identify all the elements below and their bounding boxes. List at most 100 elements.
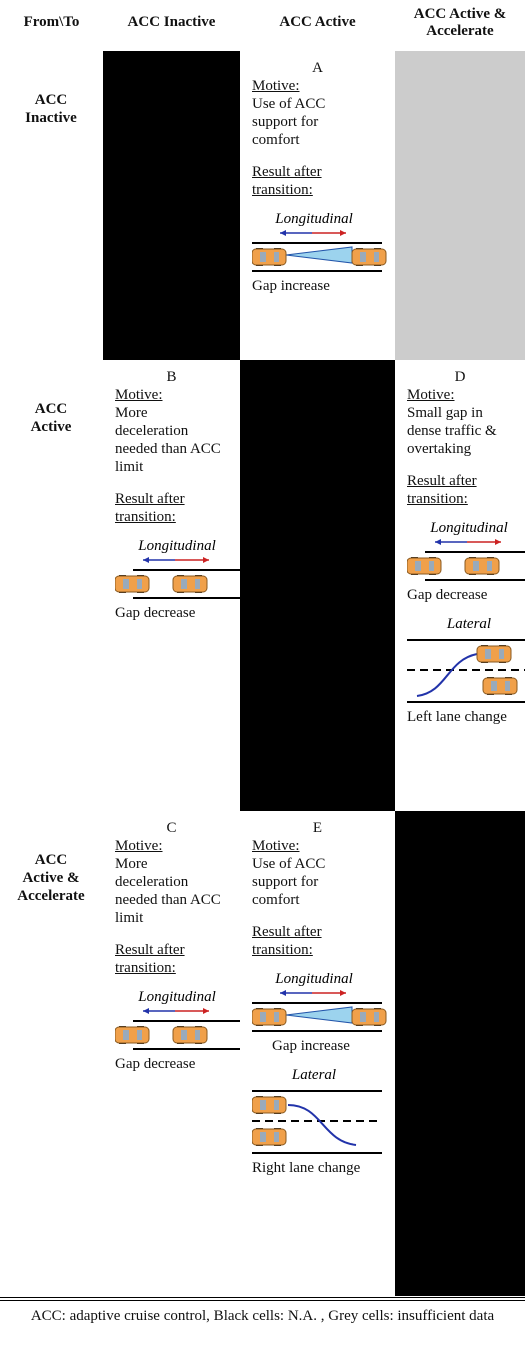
black-cell	[103, 51, 240, 360]
car	[252, 1128, 287, 1146]
car-window	[429, 561, 434, 571]
car-body	[252, 1008, 287, 1026]
diagram-caption: Gap increase	[252, 278, 330, 294]
car-window	[181, 1030, 187, 1040]
car	[172, 575, 208, 593]
trajectory	[287, 1104, 357, 1146]
column-header: ACC Inactive	[127, 14, 216, 30]
car-body	[115, 575, 150, 593]
result-label: Result after transition:	[252, 924, 322, 958]
car-window	[491, 681, 497, 691]
longitudinal-diagram: Longitudinal	[252, 211, 387, 272]
arrow-head	[435, 539, 441, 545]
arrow-head	[495, 539, 501, 545]
arrow-head	[280, 230, 286, 236]
diagram-caption: Gap increase	[272, 1038, 350, 1054]
black-cell	[395, 811, 525, 1296]
row-label: ACC Inactive	[25, 92, 77, 126]
transition-cell: A Motive: Use of ACC support for comfort Re…	[240, 51, 395, 360]
car-window	[137, 579, 142, 589]
longitudinal-diagram: Longitudinal	[115, 538, 240, 599]
car-window	[274, 1100, 279, 1110]
motive-label: Motive:	[115, 387, 163, 403]
diagram-title: Longitudinal	[274, 211, 353, 227]
car-window	[274, 1012, 279, 1022]
diagram-title: Longitudinal	[429, 520, 508, 536]
column-header: ACC Active & Accelerate	[413, 6, 507, 39]
car-window	[415, 561, 421, 571]
car-window	[487, 561, 492, 571]
column-header: ACC Active	[279, 14, 356, 30]
diagram-title: Longitudinal	[274, 971, 353, 987]
transition-id: E	[312, 820, 323, 836]
longitudinal-diagram: Longitudinal	[252, 971, 387, 1032]
car-window	[181, 579, 187, 589]
car-window	[473, 561, 479, 571]
black-cell	[240, 360, 395, 811]
car	[252, 1008, 287, 1026]
diagram-title: Lateral	[291, 1067, 336, 1083]
car	[476, 645, 512, 663]
transition-cell: C Motive: More deceleration needed than AC…	[103, 811, 240, 1296]
car	[482, 677, 518, 695]
car-window	[274, 252, 279, 262]
arrow-head	[203, 557, 209, 563]
result-label: Result after transition:	[407, 473, 477, 507]
car-window	[360, 1012, 366, 1022]
car-window	[374, 1012, 379, 1022]
arrow-head	[280, 990, 286, 996]
diagram-title: Longitudinal	[137, 538, 216, 554]
lateral-diagram: Lateral	[252, 1067, 382, 1154]
car	[252, 248, 287, 266]
transition-id: D	[454, 369, 466, 385]
car	[115, 1026, 150, 1044]
car-body	[252, 1128, 287, 1146]
diagram-caption: Gap decrease	[115, 1056, 196, 1072]
motive-text: More deceleration needed than ACC limit	[115, 856, 221, 926]
car-body	[464, 557, 500, 575]
car-window	[137, 1030, 142, 1040]
car-window	[274, 1132, 279, 1142]
longitudinal-diagram: Longitudinal	[115, 989, 240, 1050]
transition-cell: E Motive: Use of ACC support for comfort Re…	[240, 811, 395, 1296]
car-window	[260, 1100, 266, 1110]
diagram-title: Longitudinal	[137, 989, 216, 1005]
car	[407, 557, 442, 575]
grey-cell	[395, 51, 525, 360]
car-window	[123, 1030, 129, 1040]
footer-rule	[0, 1297, 525, 1301]
longitudinal-diagram: Longitudinal	[407, 520, 525, 581]
table-caption: ACC: adaptive cruise control, Black cell…	[30, 1308, 495, 1324]
arrow-head	[143, 1008, 149, 1014]
row-label: ACC Active & Accelerate	[17, 852, 85, 904]
motive-label: Motive:	[115, 838, 163, 854]
car-window	[123, 579, 129, 589]
arrow-head	[203, 1008, 209, 1014]
diagram-caption: Right lane change	[252, 1160, 361, 1176]
car-window	[499, 649, 504, 659]
diagram-title: Lateral	[446, 616, 491, 632]
car	[464, 557, 500, 575]
motive-text: More deceleration needed than ACC limit	[115, 405, 221, 475]
car-body	[252, 248, 287, 266]
car-body	[172, 575, 208, 593]
transition-id: C	[166, 820, 177, 836]
car-body	[407, 557, 442, 575]
car-window	[260, 252, 266, 262]
car-body	[172, 1026, 208, 1044]
diagram-caption: Gap decrease	[407, 587, 488, 603]
arrow-head	[340, 990, 346, 996]
trajectory	[416, 653, 478, 697]
car-window	[485, 649, 491, 659]
car-window	[360, 252, 366, 262]
transition-cell: B Motive: More deceleration needed than AC…	[103, 360, 240, 811]
car-window	[505, 681, 510, 691]
arrow-head	[143, 557, 149, 563]
arrow-head	[340, 230, 346, 236]
diagram-caption: Left lane change	[407, 709, 507, 725]
car-body	[482, 677, 518, 695]
result-label: Result after transition:	[252, 164, 322, 198]
car-window	[260, 1132, 266, 1142]
car	[115, 575, 150, 593]
